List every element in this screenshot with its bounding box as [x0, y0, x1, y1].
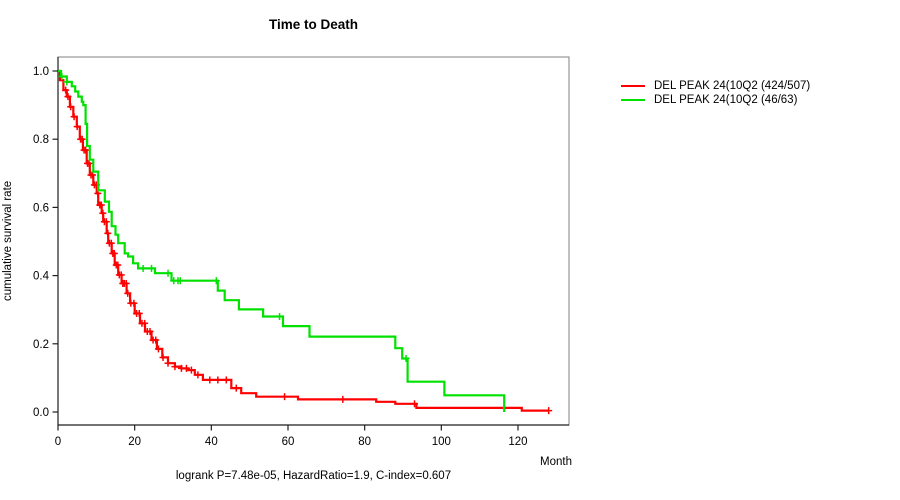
legend-row-series2: DEL PEAK 24(10Q2 (46/63) [621, 93, 810, 107]
y-tick-label: 0.0 [33, 407, 49, 419]
survival-curve-red [58, 69, 549, 412]
plot-box [57, 56, 570, 426]
y-tick-label: 0.2 [33, 339, 49, 351]
x-tick-label: 60 [282, 436, 295, 448]
legend-line-red [621, 85, 645, 87]
survival-curve-green [58, 69, 506, 412]
legend-row-series1: DEL PEAK 24(10Q2 (424/507) [621, 79, 810, 93]
legend-label-series2: DEL PEAK 24(10Q2 (46/63) [654, 94, 798, 106]
x-tick-label: 100 [432, 436, 451, 448]
statistics-caption: logrank P=7.48e-05, HazardRatio=1.9, C-i… [175, 470, 452, 482]
x-tick-label: 40 [205, 436, 218, 448]
y-tick-label: 0.6 [33, 202, 49, 214]
x-tick-label: 0 [55, 436, 61, 448]
y-tick-label: 0.4 [33, 271, 50, 283]
legend-line-green [621, 99, 645, 101]
legend-label-series1: DEL PEAK 24(10Q2 (424/507) [654, 80, 811, 92]
chart-title: Time to Death [268, 17, 358, 32]
x-axis-label: Month [540, 456, 572, 468]
x-tick-label: 80 [358, 436, 371, 448]
legend: DEL PEAK 24(10Q2 (424/507) DEL PEAK 24(1… [621, 79, 810, 107]
x-tick-label: 120 [508, 436, 527, 448]
y-tick-label: 0.8 [33, 134, 49, 146]
y-tick-label: 1.0 [33, 66, 49, 78]
x-tick-label: 20 [128, 436, 141, 448]
